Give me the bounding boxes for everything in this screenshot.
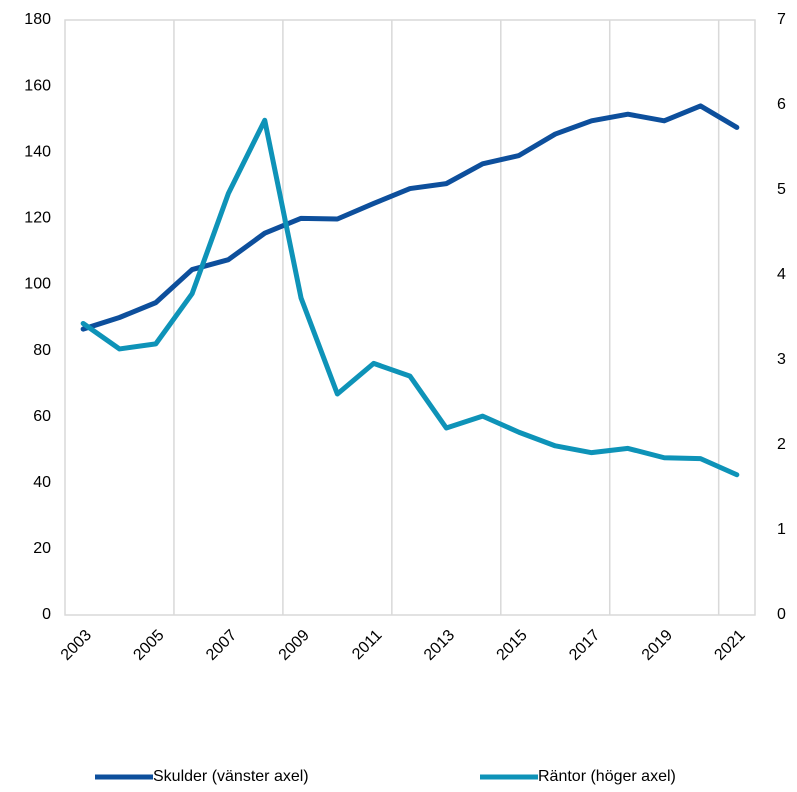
plot-frame — [64, 19, 756, 616]
y2-tick-label: 5 — [777, 181, 786, 198]
x-tick-label: 2005 — [130, 627, 167, 664]
y-tick-label: 120 — [24, 210, 51, 227]
y2-tick-label: 7 — [777, 11, 786, 28]
series-line — [80, 103, 740, 332]
x-tick-label: 2007 — [203, 627, 240, 664]
y-tick-label: 20 — [33, 540, 51, 557]
y2-tick-label: 6 — [777, 96, 786, 113]
y2-tick-label: 4 — [777, 266, 786, 283]
y2-tick-label: 1 — [777, 521, 786, 538]
x-tick-label: 2017 — [566, 627, 603, 664]
y2-tick-label: 2 — [777, 436, 786, 453]
y-tick-label: 180 — [24, 11, 51, 28]
x-tick-label: 2009 — [276, 627, 313, 664]
x-tick-label: 2015 — [494, 627, 531, 664]
y-tick-label: 80 — [33, 342, 51, 359]
x-tick-label: 2019 — [639, 627, 676, 664]
y-tick-label: 140 — [24, 143, 51, 160]
y-tick-label: 40 — [33, 474, 51, 491]
y-tick-label: 160 — [24, 77, 51, 94]
y2-tick-label: 0 — [777, 606, 786, 623]
legend-label: Räntor (höger axel) — [538, 768, 676, 785]
x-tick-label: 2013 — [421, 627, 458, 664]
series-line — [80, 117, 740, 478]
x-tick-label: 2011 — [349, 627, 385, 663]
x-tick-label: 2021 — [711, 627, 748, 664]
y-tick-label: 60 — [33, 408, 51, 425]
y-tick-label: 0 — [42, 606, 51, 623]
y2-tick-label: 3 — [777, 351, 786, 368]
legend-label: Skulder (vänster axel) — [153, 768, 309, 785]
y-tick-label: 100 — [24, 276, 51, 293]
x-tick-label: 2003 — [58, 627, 95, 664]
